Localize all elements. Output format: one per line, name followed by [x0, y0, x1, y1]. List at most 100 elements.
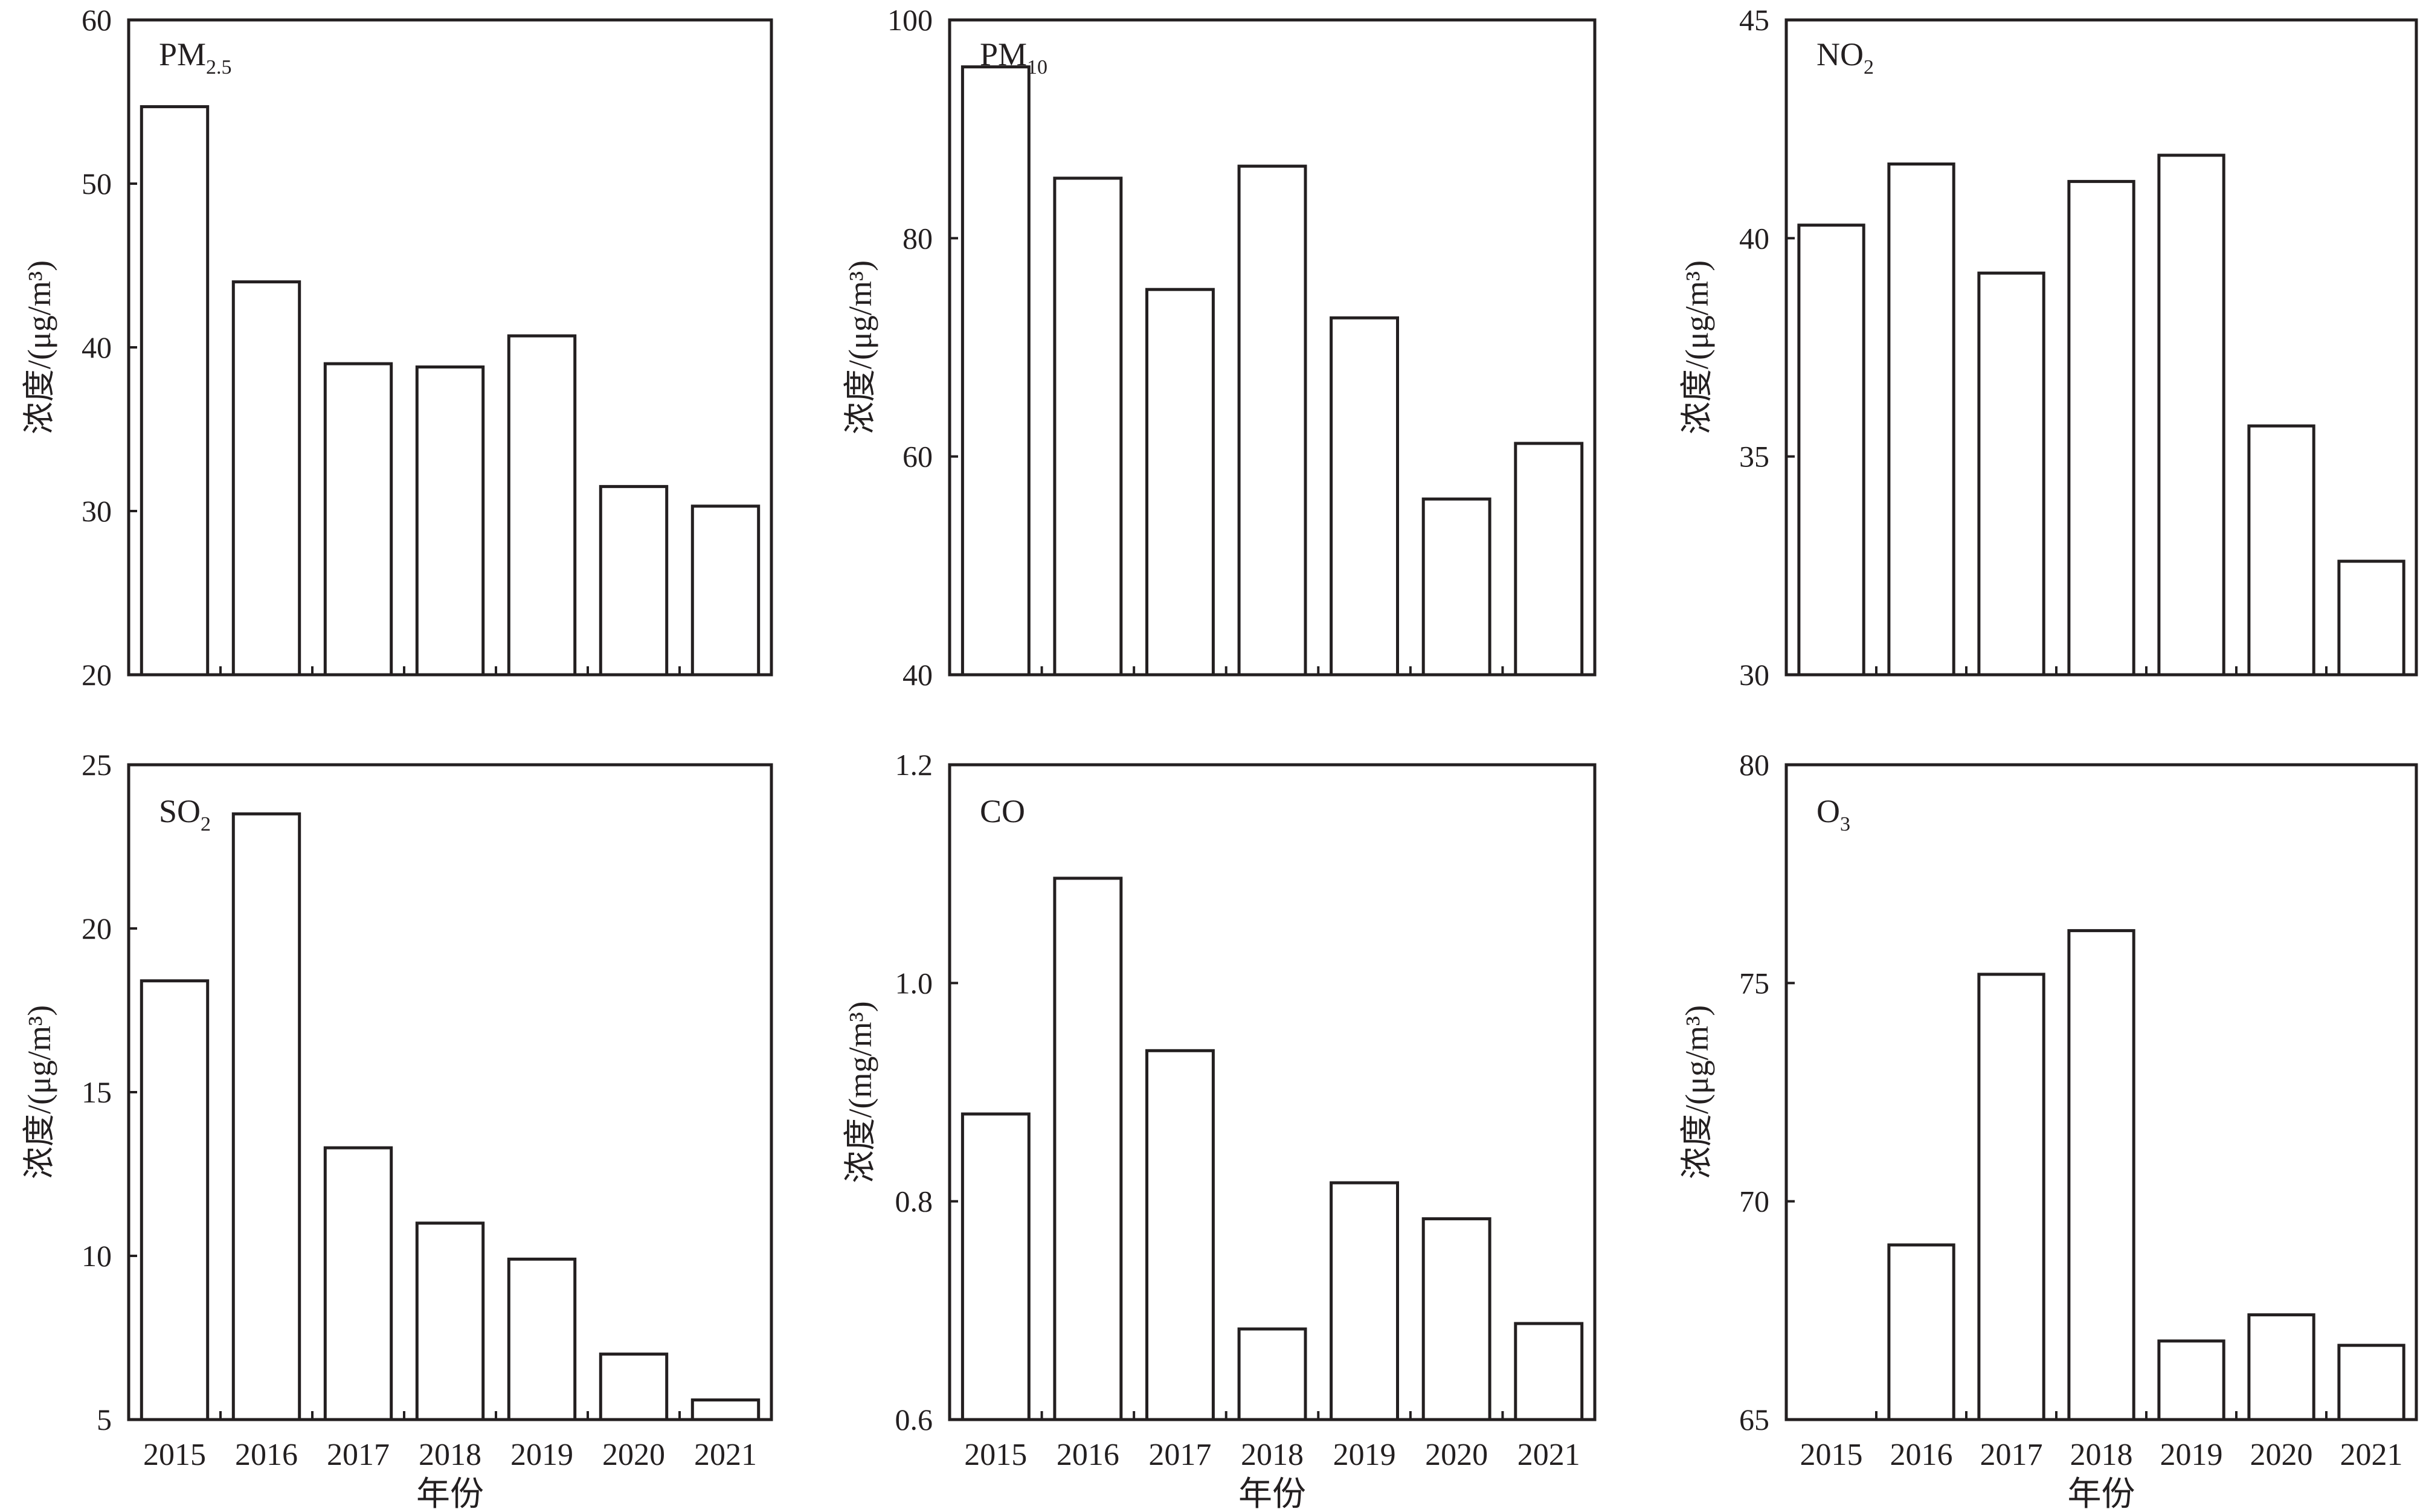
- bar-2017: [1145, 288, 1215, 677]
- y-tick-label: 45: [1739, 3, 1769, 37]
- y-tick-label: 65: [1739, 1403, 1769, 1436]
- y-axis-label: 浓度/(mg/m³): [842, 1001, 878, 1183]
- bar-2021: [2337, 1343, 2405, 1421]
- bar-2016: [231, 280, 301, 677]
- y-axis-label: 浓度/(μg/m³): [1679, 1005, 1715, 1179]
- bar-2016: [231, 812, 301, 1421]
- pollutant-subscript: 10: [1027, 56, 1047, 79]
- x-axis-label: 年份: [416, 1476, 484, 1512]
- pollutant-name: CO: [980, 793, 1025, 829]
- pollutant-subscript: 2.5: [206, 56, 232, 79]
- chart-panel-6: 65 70 75 80 2015 2016 2017 2018 2019 2020 2021 年份 浓度…: [1679, 748, 2418, 1512]
- y-axis-label: 浓度/(μg/m³): [21, 1005, 57, 1179]
- x-tick-label: 2018: [419, 1438, 481, 1472]
- bar-2018: [415, 1221, 485, 1421]
- plot-frame: [948, 763, 1597, 1421]
- x-tick-label: 2021: [1517, 1438, 1580, 1472]
- bar-2020: [599, 484, 669, 677]
- x-axis-label: 年份: [1238, 1476, 1306, 1512]
- y-tick-label: 20: [82, 658, 112, 692]
- pollutant-name: PM: [159, 36, 206, 72]
- y-tick-label: 40: [903, 658, 933, 692]
- chart-panel-3: 30 35 40 45 浓度/(μg/m³) NO2: [1679, 3, 2418, 692]
- bar-2016: [1053, 176, 1123, 677]
- y-tick-label: 30: [1739, 658, 1769, 692]
- y-tick-label: 5: [97, 1403, 112, 1436]
- bar-2015: [140, 979, 210, 1421]
- bar-2018: [1237, 1327, 1307, 1421]
- pollutant-name: PM: [980, 36, 1027, 72]
- bar-2017: [323, 362, 393, 677]
- x-tick-label: 2020: [602, 1438, 665, 1472]
- bar-2015: [960, 65, 1031, 677]
- y-tick-label: 60: [82, 3, 112, 37]
- y-tick-label: 0.6: [895, 1403, 933, 1436]
- bar-2021: [2337, 559, 2405, 677]
- pollutant-label: PM2.5: [159, 36, 232, 79]
- x-tick-label: 2017: [327, 1438, 390, 1472]
- bar-2019: [507, 1257, 577, 1421]
- pollutant-label: NO2: [1816, 36, 1874, 79]
- bar-2015: [1797, 224, 1865, 677]
- chart-panel-5: 0.6 0.8 1.0 1.2 2015 2016 2017 2018 2019 2020 2021…: [842, 748, 1597, 1512]
- y-tick-label: 40: [1739, 221, 1769, 255]
- x-tick-label: 2017: [1980, 1438, 2043, 1472]
- y-tick-label: 20: [82, 912, 112, 945]
- x-tick-label: 2015: [1800, 1438, 1863, 1472]
- bar-2018: [1237, 164, 1307, 677]
- y-tick-label: 60: [903, 440, 933, 474]
- x-tick-label: 2015: [964, 1438, 1027, 1472]
- x-tick-label: 2016: [1057, 1438, 1119, 1472]
- y-tick-label: 30: [82, 494, 112, 528]
- y-axis-label: 浓度/(μg/m³): [842, 260, 878, 434]
- y-tick-label: 70: [1739, 1185, 1769, 1218]
- bar-2019: [2157, 153, 2225, 677]
- pollutant-subscript: 2: [201, 813, 211, 835]
- y-tick-label: 80: [1739, 748, 1769, 782]
- bar-2018: [2067, 179, 2135, 677]
- x-tick-label: 2016: [1890, 1438, 1953, 1472]
- x-tick-label: 2016: [235, 1438, 298, 1472]
- pollutant-subscript: 2: [1864, 56, 1874, 79]
- bar-2019: [2157, 1339, 2225, 1421]
- pollutant-label: PM10: [980, 36, 1047, 79]
- pollutant-label: CO: [980, 793, 1025, 829]
- y-tick-label: 100: [887, 3, 933, 37]
- x-tick-label: 2021: [2340, 1438, 2403, 1472]
- plot-frame: [948, 18, 1597, 677]
- bar-2021: [1514, 442, 1584, 677]
- x-tick-label: 2020: [1425, 1438, 1488, 1472]
- bar-2018: [2067, 929, 2135, 1421]
- x-tick-label: 2018: [2070, 1438, 2133, 1472]
- y-tick-label: 1.2: [895, 748, 933, 782]
- bar-2016: [1887, 162, 1955, 677]
- bar-2015: [960, 1112, 1031, 1421]
- bar-2017: [1977, 973, 2045, 1421]
- bar-2021: [690, 504, 761, 677]
- x-tick-label: 2015: [143, 1438, 206, 1472]
- x-tick-label: 2019: [1333, 1438, 1396, 1472]
- x-axis-label: 年份: [2068, 1476, 2135, 1512]
- plot-frame: [1784, 18, 2418, 677]
- y-tick-label: 25: [82, 748, 112, 782]
- bar-2020: [1421, 1217, 1491, 1421]
- bar-2016: [1053, 877, 1123, 1421]
- chart-panel-2: 40 60 80 100 浓度/(μg/m³) PM10: [842, 3, 1597, 692]
- bar-2019: [1330, 316, 1400, 677]
- chart-panel-4: 5 10 15 20 25 2015 2016 2017 2018 2019 2020 2021 年份 浓…: [21, 748, 773, 1512]
- pollutant-label: SO2: [159, 793, 211, 835]
- bar-2019: [1330, 1181, 1400, 1421]
- bar-2015: [140, 105, 210, 677]
- chart-panel-1: 20 30 40 50 60 浓度/(μg/m³) PM2.5: [21, 3, 773, 692]
- bar-2021: [690, 1398, 761, 1421]
- x-tick-label: 2017: [1148, 1438, 1211, 1472]
- y-tick-label: 50: [82, 167, 112, 201]
- bar-2020: [1421, 497, 1491, 677]
- y-axis-label: 浓度/(μg/m³): [1679, 260, 1715, 434]
- bar-2019: [507, 334, 577, 677]
- x-tick-label: 2019: [510, 1438, 573, 1472]
- y-tick-label: 75: [1739, 966, 1769, 1000]
- y-tick-label: 15: [82, 1075, 112, 1109]
- bar-2021: [1514, 1322, 1584, 1421]
- pollutant-subscript: 3: [1840, 813, 1850, 835]
